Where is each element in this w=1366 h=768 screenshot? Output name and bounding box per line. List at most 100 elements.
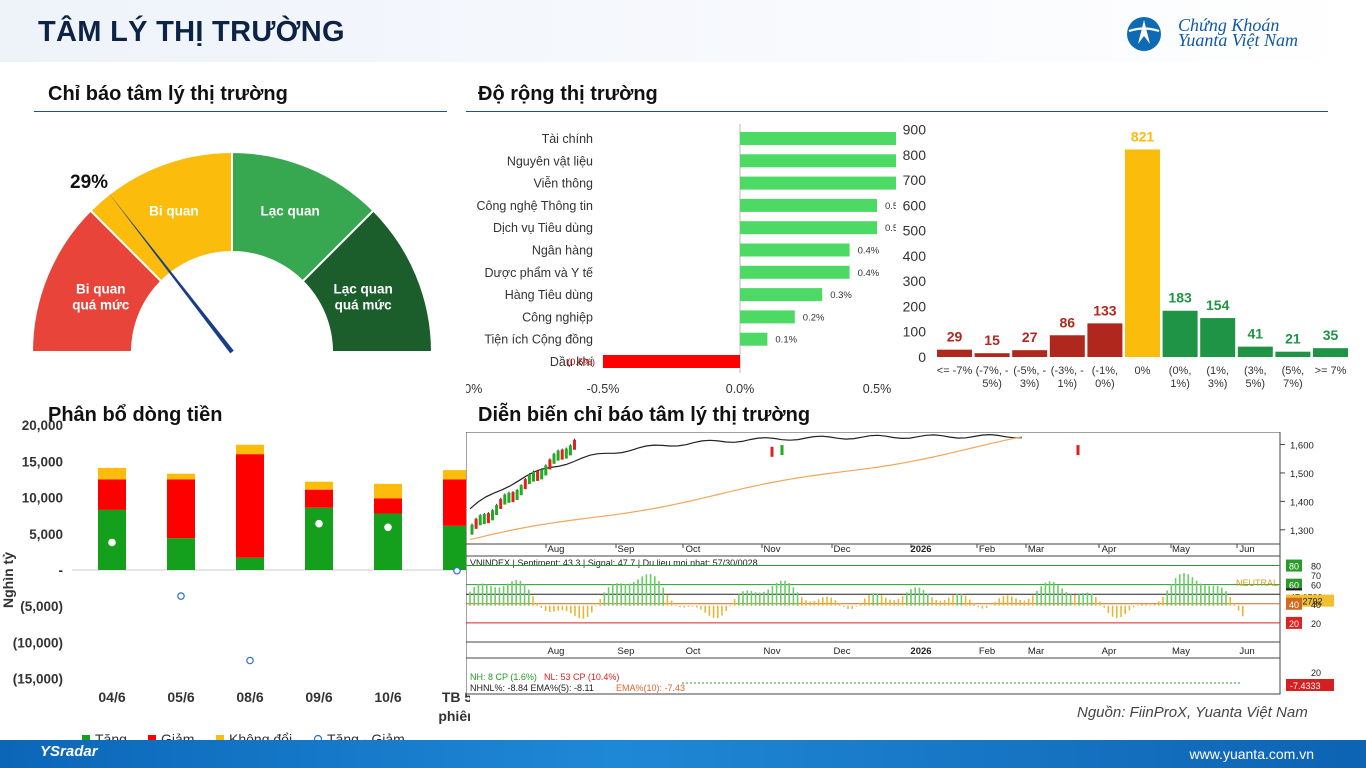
brand-logo: Chứng Khoán Yuanta Việt Nam <box>1126 14 1336 54</box>
dist-value-label: 35 <box>1323 327 1339 343</box>
month-label: Apr <box>1102 544 1117 555</box>
dist-bar <box>1049 335 1085 357</box>
flow-bar-segment <box>167 479 195 539</box>
flow-y-tick: 5,000 <box>29 527 63 542</box>
sector-value-label: 0.3% <box>830 290 852 301</box>
indicator-level-flag-label: 80 <box>1289 562 1299 572</box>
month-label: Sep <box>618 544 635 555</box>
yuanta-logo-icon <box>1127 17 1161 51</box>
sector-category-label: Tiện ích Cộng đồng <box>484 333 593 347</box>
dist-y-tick: 200 <box>903 298 927 314</box>
flow-y-tick: 10,000 <box>22 491 63 506</box>
month-label: Feb <box>979 544 995 555</box>
gauge-zone-label-3: Lạc quan <box>334 282 393 297</box>
indicator-level-flag-label: 40 <box>1289 600 1299 610</box>
sector-bar <box>740 288 823 302</box>
sector-x-tick: -1.0% <box>466 382 482 396</box>
sector-category-label: Dược phẩm và Y tế <box>484 266 593 280</box>
dist-category-label: >= 7% <box>1315 365 1347 377</box>
dist-category-label: 5%) <box>982 378 1002 390</box>
month-label: Jun <box>1239 646 1254 657</box>
dist-value-label: 154 <box>1206 297 1230 313</box>
dist-category-label: 0%) <box>1095 378 1115 390</box>
nhnl-axis-label: 20 <box>1311 668 1321 678</box>
dist-category-label: (5%, <box>1282 365 1305 377</box>
sector-bar <box>740 310 795 324</box>
flow-legend-swatch <box>82 735 90 743</box>
month-label: Nov <box>764 646 781 657</box>
dist-value-label: 41 <box>1248 326 1264 342</box>
nhnl-new-low: NL: 53 CP (10.4%) <box>544 672 619 682</box>
sector-value-label: 0.1% <box>775 335 797 346</box>
dist-category-label: (-1%, <box>1092 365 1118 377</box>
flow-y-tick: 20,000 <box>22 418 63 433</box>
candle-body <box>552 453 556 464</box>
brand-line1: Chứng Khoán <box>1178 15 1280 35</box>
flow-bar-segment <box>167 538 195 570</box>
flow-bar-segment <box>305 489 333 508</box>
flow-category-label: TB 5 <box>442 689 470 705</box>
flow-bar-segment <box>236 444 264 455</box>
candle-body <box>532 471 535 482</box>
money-flow-chart: 20,000 15,000 10,000 5,000 - (5,000) (10,000) (… <box>0 418 470 747</box>
indicator-level-flag <box>1286 578 1302 591</box>
dist-category-label: (-3%, - <box>1051 365 1084 377</box>
sector-value-label: 0.5% <box>885 223 896 234</box>
sector-bar <box>740 243 850 257</box>
indicator-level-flag-label: 20 <box>1289 619 1299 629</box>
sector-value-label: 0.5% <box>885 201 896 212</box>
dist-y-tick: 800 <box>903 147 927 163</box>
dist-category-label: (1%, <box>1206 365 1229 377</box>
dist-category-label: <= -7% <box>937 365 973 377</box>
dist-category-label: 0% <box>1135 365 1151 377</box>
sector-bar <box>603 355 740 368</box>
flow-net-marker <box>315 519 323 528</box>
price-axis-label: 1,500 <box>1290 469 1314 480</box>
source-note: Nguồn: FiinProX, Yuanta Việt Nam <box>1077 704 1308 721</box>
flow-bar-segment <box>305 507 333 570</box>
sector-bar <box>740 154 896 168</box>
month-label: Nov <box>764 544 781 555</box>
candle-body <box>478 515 482 526</box>
flow-category-label: 04/6 <box>98 689 125 705</box>
candle-body <box>560 449 564 460</box>
sector-x-tick: 0.0% <box>726 382 755 396</box>
candle-body <box>1076 445 1080 456</box>
nhnl-ema-line: NHNL%: -8.84 EMA%(5): -8.11 <box>470 683 594 693</box>
flow-bar-segment <box>443 470 470 480</box>
dist-category-label: (-5%, - <box>1013 365 1046 377</box>
month-label: May <box>1172 646 1190 657</box>
candle-body <box>470 524 474 535</box>
candle-body <box>568 445 572 456</box>
dist-value-label: 86 <box>1060 314 1076 330</box>
sector-x-tick: 0.5% <box>863 382 892 396</box>
flow-bar-segment <box>236 454 264 558</box>
indicator-axis-label: 80 <box>1311 562 1321 572</box>
price-ma-long <box>469 433 1023 510</box>
sector-category-label: Hàng Tiêu dùng <box>505 288 593 302</box>
sector-bar <box>740 332 768 346</box>
candle-body <box>491 510 494 521</box>
dist-category-label: 7%) <box>1283 378 1303 390</box>
candle-body <box>503 494 507 505</box>
dist-y-tick: 300 <box>903 273 927 289</box>
dist-bar <box>1012 350 1048 357</box>
flow-y-tick: - <box>59 563 64 578</box>
flow-category-label: 08/6 <box>236 689 263 705</box>
flow-bar-segment <box>305 481 333 490</box>
dist-bar <box>974 353 1010 357</box>
candle-body <box>515 489 519 500</box>
dist-y-tick: 100 <box>903 324 927 340</box>
dist-bar <box>1200 318 1236 357</box>
flow-category-label: 10/6 <box>374 689 401 705</box>
candle-body <box>556 450 560 461</box>
sector-value-label: 0.4% <box>858 246 880 257</box>
month-label: 2026 <box>910 544 931 555</box>
candle-body <box>507 492 511 503</box>
dist-value-label: 15 <box>984 332 1000 348</box>
candle-body <box>482 514 486 525</box>
flow-legend-swatch <box>148 735 156 743</box>
candle-body <box>573 439 576 450</box>
candle-body <box>499 498 503 509</box>
